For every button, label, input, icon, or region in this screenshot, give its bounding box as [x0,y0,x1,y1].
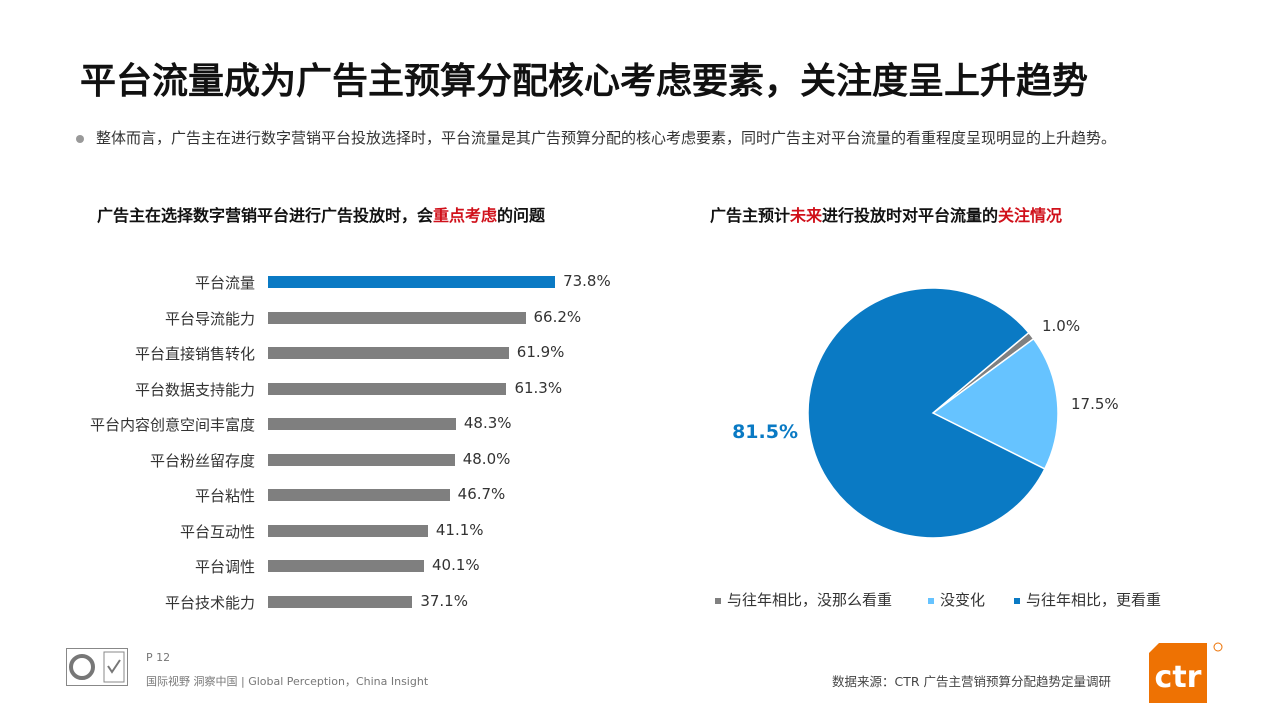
bar-category-label: 平台粘性 [194,487,255,505]
bar-category-label: 平台导流能力 [164,309,255,328]
bar-category-label: 平台技术能力 [164,593,255,612]
legend-swatch [715,597,721,604]
footer-slogan: 国际视野 洞察中国 | Global Perception，China Insi… [146,675,429,688]
summary-text: 整体而言，广告主在进行数字营销平台投放选择时，平台流量是其广告预算分配的核心考虑… [96,129,1117,147]
slide-title: 平台流量成为广告主预算分配核心考虑要素，关注度呈上升趋势 [80,61,1089,102]
summary-bullet: 整体而言，广告主在进行数字营销平台投放选择时，平台流量是其广告预算分配的核心考虑… [76,127,1116,148]
bar-category-label: 平台流量 [194,274,255,292]
pie-slice [807,287,1046,539]
title-highlight: 未来 [790,206,823,225]
legend-label: 没变化 [940,591,986,609]
ctr-logo: ctr [1149,642,1223,703]
bar [268,276,556,288]
title-part: 广告主预计 [710,206,791,225]
bar-category-label: 平台直接销售转化 [134,345,255,363]
bar-category-label: 平台数据支持能力 [134,380,255,399]
certification-logo [66,648,128,686]
legend-label: 与往年相比，没那么看重 [727,591,893,609]
pie-chart-title: 广告主预计未来进行投放时对平台流量的关注情况 [710,202,1062,226]
bar-value-label: 73.8% [563,272,611,290]
bar-value-label: 66.2% [533,307,582,326]
bar [268,453,455,466]
legend-swatch [928,597,934,604]
bar-category-label: 平台粉丝留存度 [149,451,255,470]
bar-value-label: 41.1% [435,520,484,539]
bar [268,418,456,430]
legend-item: 没变化 [928,589,985,610]
bar-category-label: 平台内容创意空间丰富度 [89,416,255,434]
bar [268,489,450,501]
bar-value-label: 40.1% [431,556,480,574]
pie-value-label: 17.5% [1071,395,1119,413]
pie-slice [931,337,1059,470]
pie-value-label: 81.5% [732,421,798,443]
bar [268,382,507,395]
data-source: 数据来源：CTR 广告主营销预算分配趋势定量调研 [832,674,1112,689]
legend-item: 与往年相比，更看重 [1014,589,1161,610]
bullet-dot-icon [76,134,84,143]
bar-value-label: 46.7% [457,485,506,503]
title-part: 进行投放时对平台流量的 [822,206,999,225]
legend-label: 与往年相比，更看重 [1026,591,1162,609]
bar-value-label: 48.3% [463,414,512,432]
bar-value-label: 37.1% [420,591,468,610]
bar-category-label: 平台互动性 [179,522,255,541]
bar-value-label: 61.3% [514,378,563,397]
bar-value-label: 48.0% [462,449,511,468]
title-highlight: 重点考虑 [433,206,498,225]
bar [268,560,424,572]
legend-item: 与往年相比，没那么看重 [715,589,892,610]
bar [268,347,509,359]
legend-swatch [1014,597,1020,604]
bar [268,311,526,324]
svg-text:ctr: ctr [1155,660,1202,695]
title-part: 广告主在选择数字营销平台进行广告投放时，会 [97,206,434,225]
title-highlight: 关注情况 [998,206,1063,225]
title-part: 的问题 [497,206,546,225]
bar-category-label: 平台调性 [194,558,255,576]
bar [268,524,428,537]
bar [268,595,413,608]
bar-chart-title: 广告主在选择数字营销平台进行广告投放时，会重点考虑的问题 [97,202,545,226]
page-number: P 12 [146,651,171,664]
bar-value-label: 61.9% [516,343,565,361]
pie-value-label: 1.0% [1042,317,1080,335]
